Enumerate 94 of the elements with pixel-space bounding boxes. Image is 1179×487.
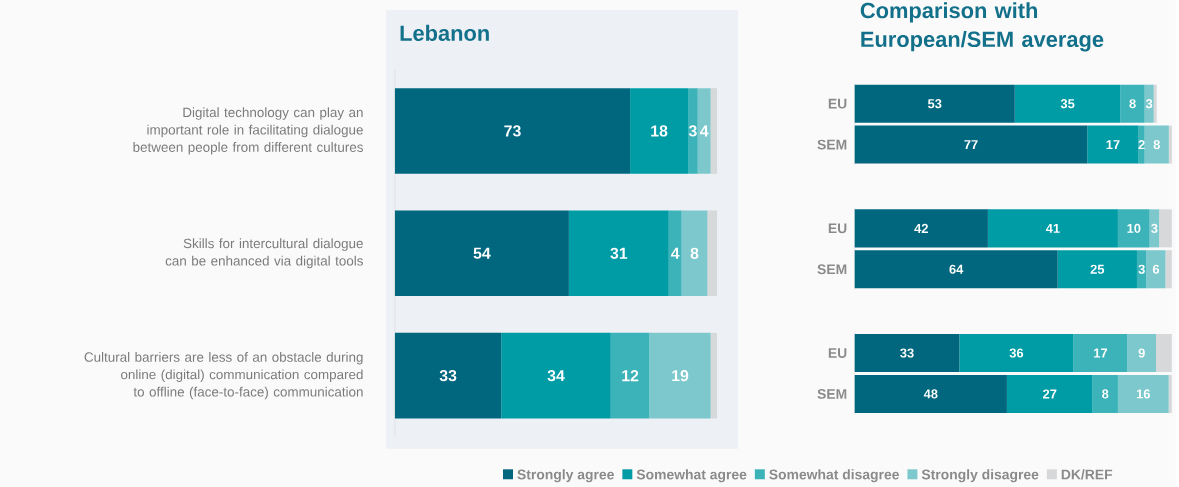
bar: [630, 88, 689, 174]
data-label: 33: [900, 348, 914, 358]
bar: [1146, 250, 1166, 289]
bar: [394, 88, 631, 174]
data-label: 10: [1127, 223, 1141, 234]
bar: [1057, 250, 1137, 289]
data-label: 8: [690, 247, 699, 260]
data-label: 8: [1129, 99, 1136, 109]
data-label: 77: [964, 140, 978, 150]
y-tick-label: SEM: [817, 139, 847, 150]
chart-title: Lebanon: [400, 25, 489, 42]
bar: [1159, 209, 1172, 248]
data-label: 4: [700, 125, 709, 137]
bar: [394, 210, 569, 297]
bar: [959, 334, 1074, 373]
bar: [668, 210, 682, 297]
bar: [1092, 375, 1118, 414]
legend-label: DK/REF: [1061, 469, 1113, 480]
bar: [697, 88, 711, 174]
bar: [568, 210, 669, 297]
bar: [854, 209, 988, 248]
y-tick-label: Cultural barriers are less of an obstacle during online (digital) communication compared to offline (face-to-face) communication: [84, 352, 363, 400]
data-label: 3: [1145, 99, 1153, 109]
chart-title: Comparison with European/SEM average: [860, 2, 1104, 52]
data-label: 48: [923, 389, 938, 399]
bar: [1153, 84, 1157, 123]
bar: [854, 84, 1015, 123]
bar: [854, 334, 960, 373]
bar: [1127, 334, 1156, 373]
data-label: 64: [949, 264, 964, 274]
data-label: 17: [1094, 348, 1108, 358]
data-label: 16: [1136, 389, 1151, 399]
bar: [610, 332, 650, 419]
data-label: 27: [1043, 389, 1057, 399]
bar: [394, 332, 502, 419]
data-label: 25: [1090, 264, 1105, 274]
bar: [710, 88, 718, 174]
bar: [854, 250, 1058, 289]
data-label: 12: [622, 370, 639, 382]
data-label: 8: [1153, 140, 1160, 150]
data-label: 19: [672, 370, 689, 382]
bar: [1144, 125, 1169, 164]
bar: [854, 125, 1088, 164]
data-label: 3: [688, 125, 697, 137]
data-label: 42: [914, 224, 928, 234]
bar: [710, 332, 718, 419]
data-label: 4: [671, 247, 680, 259]
data-label: 36: [1009, 348, 1024, 358]
data-label: 35: [1060, 99, 1075, 109]
bar: [1165, 250, 1172, 289]
bar: [1117, 209, 1150, 248]
bar: [1144, 84, 1154, 123]
bar: [1117, 375, 1169, 414]
data-label: 9: [1138, 348, 1145, 358]
data-label: 73: [504, 125, 521, 137]
bar: [501, 332, 611, 419]
bar: [681, 210, 708, 297]
bar: [688, 88, 698, 174]
data-label: 53: [927, 99, 942, 109]
y-tick-label: EU: [828, 348, 847, 359]
bar: [1155, 334, 1172, 373]
data-label: 2: [1138, 140, 1145, 150]
data-label: 3: [1138, 264, 1145, 274]
data-label: 17: [1106, 140, 1120, 150]
y-tick-label: Skills for intercultural dialogue can be enhanced via digital tools: [165, 238, 363, 269]
data-label: 31: [610, 247, 628, 260]
data-label: 3: [1151, 223, 1158, 234]
bar: [987, 209, 1118, 248]
bar: [1014, 84, 1121, 123]
bar: [854, 375, 1007, 414]
data-label: 8: [1102, 389, 1109, 399]
data-label: 54: [473, 247, 491, 259]
bar: [707, 210, 718, 297]
y-tick-label: EU: [828, 223, 847, 234]
legend-label: Somewhat disagree: [769, 469, 899, 483]
y-tick-label: SEM: [817, 389, 847, 400]
data-label: 34: [547, 370, 565, 382]
bar: [1120, 84, 1145, 123]
bar: [1168, 375, 1172, 414]
y-tick-label: SEM: [817, 264, 847, 275]
bar: [649, 332, 711, 419]
data-label: 33: [439, 370, 457, 382]
legend-label: Somewhat agree: [636, 469, 747, 483]
bar: [1168, 125, 1172, 164]
data-label: 18: [651, 125, 668, 137]
y-tick-label: Digital technology can play an important role in facilitating dialogue between people from different cultures: [133, 107, 363, 155]
bar: [1073, 334, 1128, 373]
legend-label: Strongly disagree: [921, 469, 1039, 483]
data-label: 41: [1045, 224, 1060, 233]
bar: [1087, 125, 1139, 164]
y-tick-label: EU: [828, 99, 847, 109]
data-label: 6: [1152, 264, 1160, 274]
bar: [1006, 375, 1093, 414]
legend-label: Strongly agree: [517, 469, 614, 483]
